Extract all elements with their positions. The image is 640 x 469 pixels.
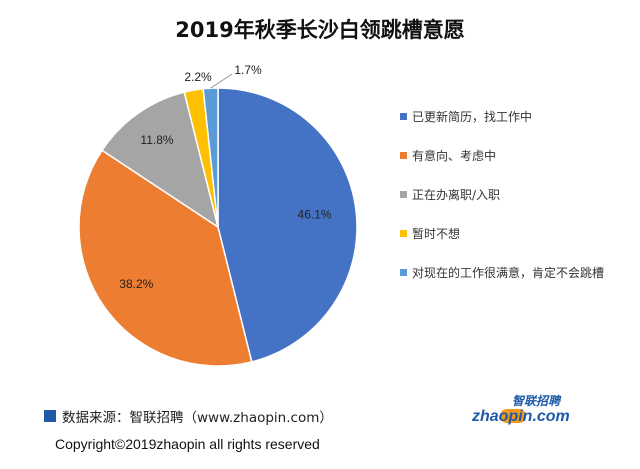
data-label: 1.7%: [234, 63, 262, 77]
copyright: Copyright©2019zhaopin all rights reserve…: [55, 436, 320, 452]
legend-item: 已更新简历，找工作中: [400, 106, 636, 126]
legend-swatch: [400, 229, 407, 237]
svg-text:zhaopin.com: zhaopin.com: [471, 408, 570, 425]
legend: 已更新简历，找工作中 有意向、考虑中 正在办离职/入职 暂时不想 对现在的工作很…: [400, 106, 636, 301]
data-label: 38.2%: [119, 277, 153, 291]
legend-label: 正在办离职/入职: [412, 187, 501, 202]
svg-text:智联招聘: 智联招聘: [512, 394, 562, 408]
legend-label: 暂时不想: [412, 226, 461, 241]
legend-swatch: [400, 151, 407, 159]
chart-title: 2019年秋季长沙白领跳槽意愿: [175, 18, 465, 42]
legend-label: 对现在的工作很满意，肯定不会跳槽: [412, 265, 605, 280]
legend-label: 已更新简历，找工作中: [412, 109, 533, 124]
legend-item: 暂时不想: [400, 223, 636, 243]
logo-oval: [500, 409, 526, 423]
label-leader-line: [210, 73, 233, 89]
zhaopin-logo: 智联招聘 zhaopin.com: [471, 394, 570, 425]
legend-swatch: [400, 112, 407, 120]
legend-swatch: [400, 268, 407, 276]
legend-swatch: [400, 190, 407, 198]
data-source: 数据来源：智联招聘（www.zhaopin.com）: [44, 406, 333, 426]
legend-item: 对现在的工作很满意，肯定不会跳槽: [400, 262, 636, 282]
legend-item: 正在办离职/入职: [400, 184, 636, 204]
data-label: 46.1%: [298, 207, 332, 221]
pie-slice: [78, 149, 253, 367]
source-bullet: [44, 410, 56, 422]
data-label: 11.8%: [140, 133, 173, 147]
pie-slice: [202, 87, 219, 228]
pie-slice: [101, 91, 220, 229]
data-label: 2.2%: [184, 70, 212, 84]
legend-item: 有意向、考虑中: [400, 145, 636, 165]
legend-label: 有意向、考虑中: [412, 148, 497, 163]
source-text: 数据来源：智联招聘（www.zhaopin.com）: [62, 410, 333, 426]
pie-slice: [217, 87, 358, 363]
